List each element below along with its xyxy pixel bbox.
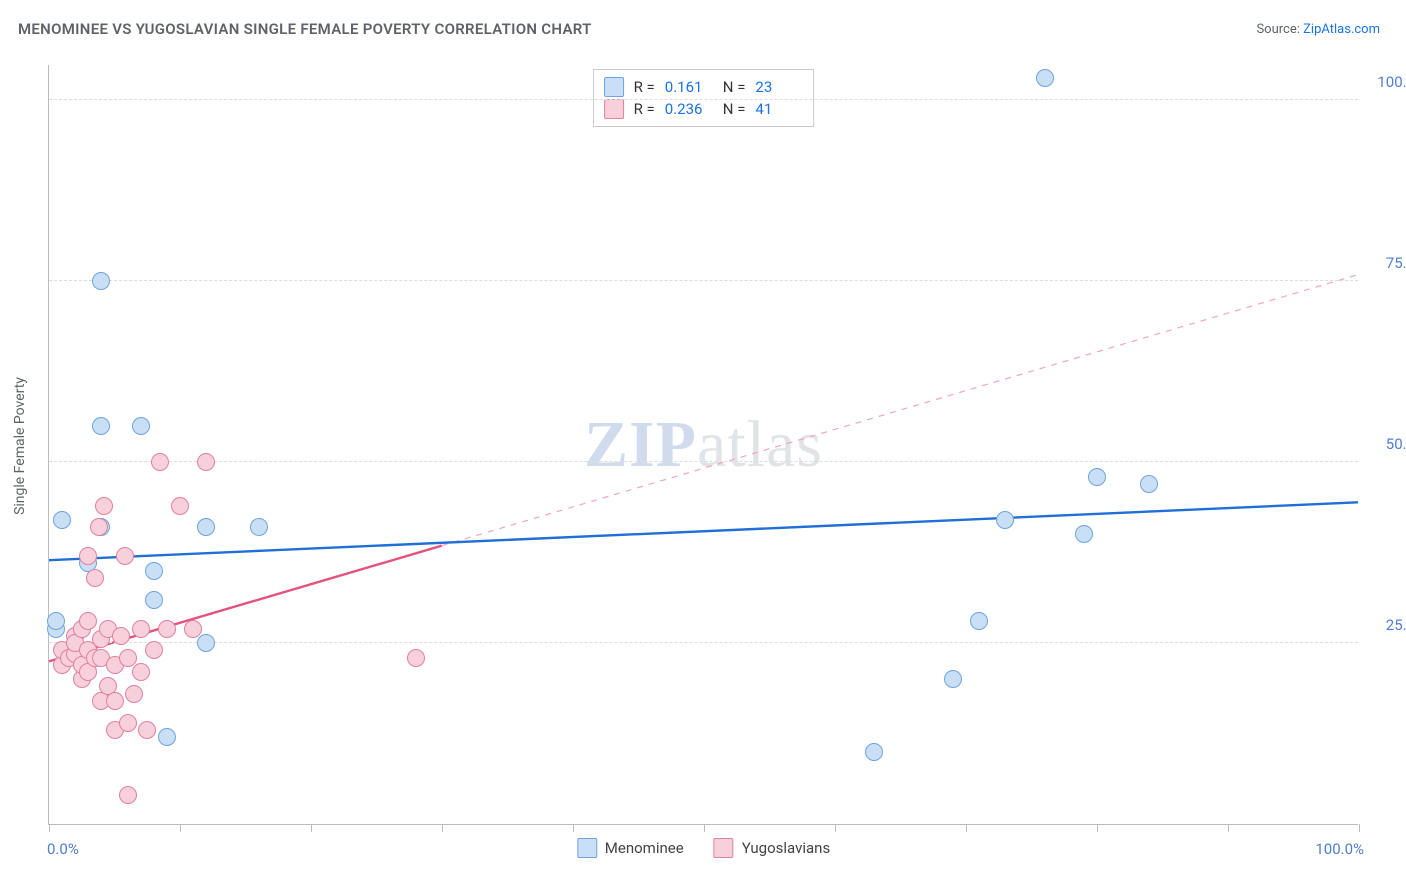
scatter-point: [116, 547, 134, 565]
scatter-point: [86, 569, 104, 587]
gridline: [49, 280, 1358, 281]
source-value: ZipAtlas.com: [1303, 22, 1380, 37]
x-tick: [966, 824, 967, 832]
scatter-point: [92, 272, 110, 290]
scatter-point: [145, 641, 163, 659]
watermark: ZIPatlas: [584, 407, 823, 483]
chart-title: MENOMINEE VS YUGOSLAVIAN SINGLE FEMALE P…: [18, 20, 592, 38]
n-value: 23: [755, 76, 803, 98]
y-tick-label: 25.0%: [1386, 616, 1406, 634]
r-value: 0.236: [665, 98, 713, 120]
legend-row: R = 0.161 N = 23: [604, 76, 804, 98]
scatter-point: [95, 497, 113, 515]
scatter-point: [970, 612, 988, 630]
scatter-point: [250, 518, 268, 536]
chart-source: Source: ZipAtlas.com: [1256, 22, 1380, 37]
scatter-point: [407, 649, 425, 667]
gridline: [49, 642, 1358, 643]
y-tick-label: 100.0%: [1377, 73, 1406, 91]
scatter-point: [865, 743, 883, 761]
scatter-point: [1075, 525, 1093, 543]
legend-item: Yugoslavians: [714, 838, 831, 858]
x-tick: [1097, 824, 1098, 832]
n-label: N =: [723, 98, 746, 120]
x-axis-max-label: 100.0%: [1315, 840, 1364, 858]
x-tick: [1228, 824, 1229, 832]
gridline: [49, 461, 1358, 462]
r-label: R =: [634, 76, 655, 98]
trend-line: [49, 502, 1358, 560]
scatter-point: [1036, 69, 1054, 87]
scatter-point: [132, 620, 150, 638]
x-tick: [311, 824, 312, 832]
x-tick: [49, 824, 50, 832]
scatter-point: [944, 670, 962, 688]
y-tick-label: 50.0%: [1386, 435, 1406, 453]
legend-item: Menominee: [577, 838, 684, 858]
scatter-point: [119, 649, 137, 667]
scatter-point: [996, 511, 1014, 529]
legend-swatch: [604, 77, 624, 97]
legend-swatch: [577, 838, 597, 858]
watermark-atlas: atlas: [697, 408, 823, 481]
scatter-point: [112, 627, 130, 645]
scatter-point: [106, 692, 124, 710]
gridline: [49, 99, 1358, 100]
trend-line: [442, 275, 1358, 546]
series-legend: Menominee Yugoslavians: [577, 838, 830, 858]
legend-row: R = 0.236 N = 41: [604, 98, 804, 120]
y-axis-label: Single Female Poverty: [12, 377, 28, 515]
scatter-point: [1140, 475, 1158, 493]
source-label: Source:: [1256, 22, 1299, 37]
trend-overlay: [49, 65, 1358, 824]
scatter-point: [90, 518, 108, 536]
scatter-point: [197, 453, 215, 471]
scatter-point: [197, 518, 215, 536]
scatter-point: [47, 612, 65, 630]
x-tick: [573, 824, 574, 832]
scatter-point: [151, 453, 169, 471]
scatter-point: [1088, 468, 1106, 486]
scatter-point: [145, 562, 163, 580]
plot-area: ZIPatlas R =0.161N =23R =0.236N =41 0.0%…: [48, 65, 1358, 825]
scatter-point: [125, 685, 143, 703]
legend-label: Yugoslavians: [742, 839, 831, 857]
watermark-zip: ZIP: [584, 408, 697, 481]
scatter-point: [158, 728, 176, 746]
scatter-point: [138, 721, 156, 739]
x-tick: [442, 824, 443, 832]
n-label: N =: [723, 76, 746, 98]
x-axis-min-label: 0.0%: [47, 840, 79, 858]
x-tick: [704, 824, 705, 832]
scatter-point: [119, 714, 137, 732]
scatter-point: [145, 591, 163, 609]
x-tick: [835, 824, 836, 832]
scatter-point: [53, 511, 71, 529]
x-tick: [1359, 824, 1360, 832]
r-label: R =: [634, 98, 655, 120]
scatter-point: [171, 497, 189, 515]
scatter-point: [92, 417, 110, 435]
scatter-point: [132, 663, 150, 681]
correlation-legend: R = 0.161 N = 23 R = 0.236 N = 41: [593, 69, 815, 127]
r-value: 0.161: [665, 76, 713, 98]
scatter-point: [197, 634, 215, 652]
scatter-point: [79, 547, 97, 565]
legend-label: Menominee: [605, 839, 684, 857]
legend-swatch: [604, 99, 624, 119]
y-tick-label: 75.0%: [1386, 254, 1406, 272]
legend-swatch: [714, 838, 734, 858]
scatter-point: [184, 620, 202, 638]
scatter-point: [132, 417, 150, 435]
scatter-point: [158, 620, 176, 638]
x-tick: [180, 824, 181, 832]
n-value: 41: [755, 98, 803, 120]
scatter-point: [79, 612, 97, 630]
scatter-point: [119, 786, 137, 804]
